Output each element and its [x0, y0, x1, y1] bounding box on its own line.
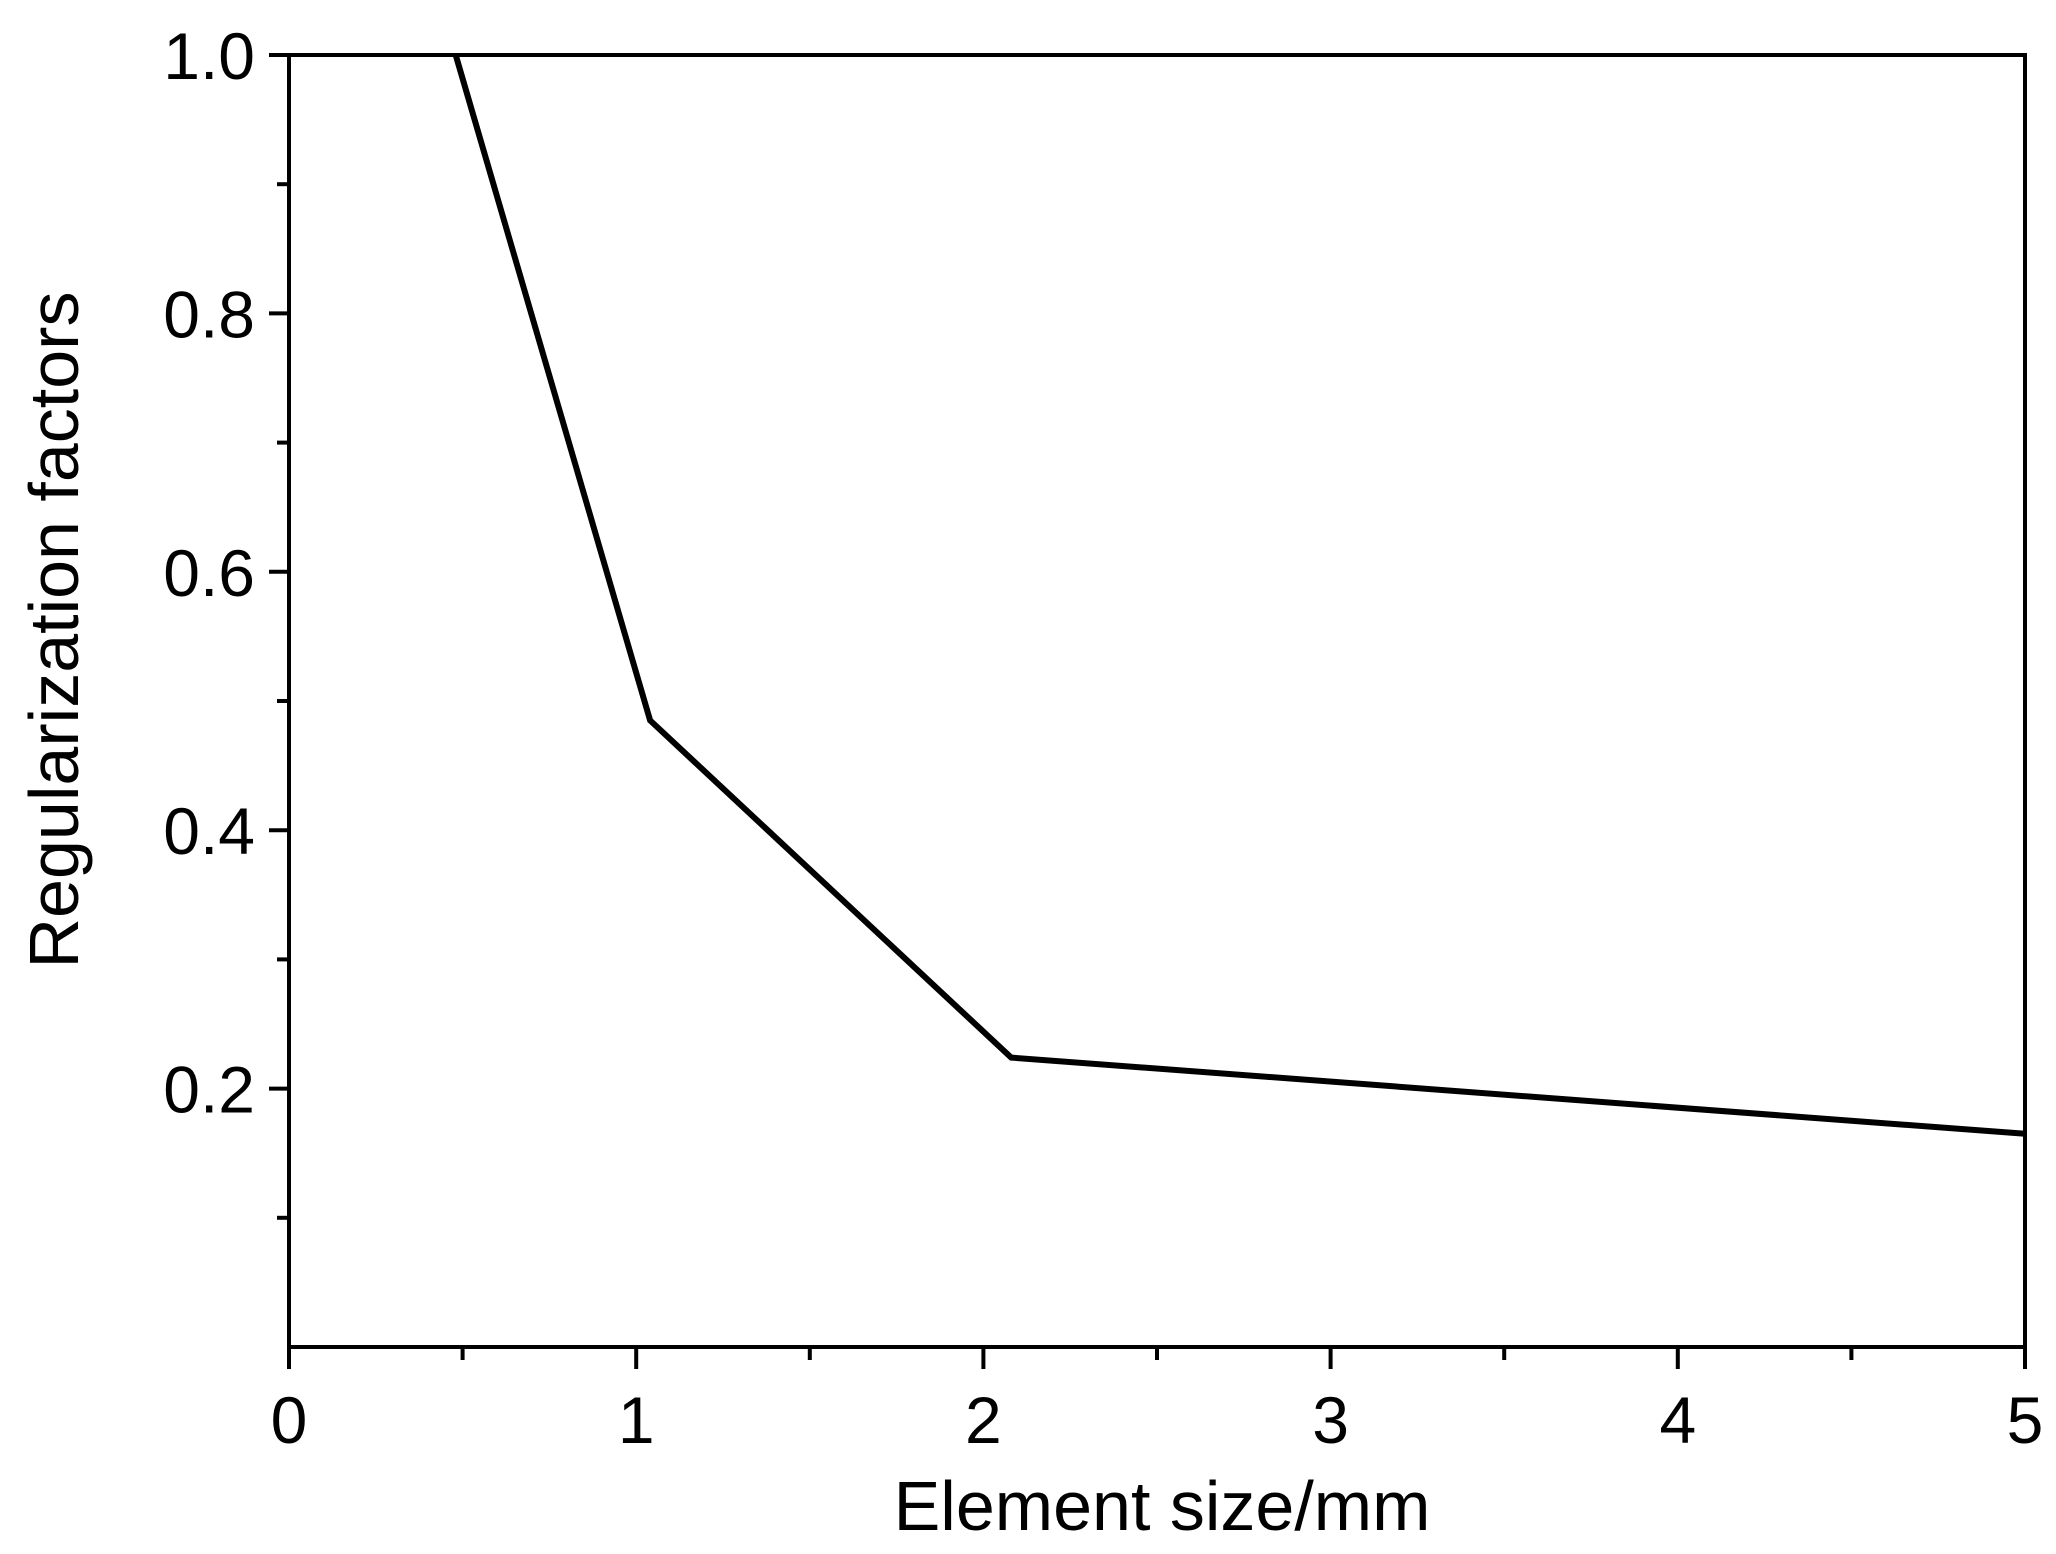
x-tick-label: 0 — [271, 1383, 308, 1457]
x-tick-label: 1 — [618, 1383, 655, 1457]
x-tick-label: 2 — [965, 1383, 1002, 1457]
y-tick-label: 0.2 — [163, 1053, 255, 1127]
tick-labels: 0 1 2 3 4 5 0.2 0.4 0.6 0.8 1.0 — [163, 19, 2043, 1457]
y-axis-title: Regularization factors — [15, 292, 93, 969]
plot-frame — [287, 53, 2027, 1349]
y-tick-label: 0.6 — [163, 536, 255, 610]
y-tick-label: 0.8 — [163, 277, 255, 351]
x-tick-label: 3 — [1312, 1383, 1349, 1457]
x-tick-label: 4 — [1659, 1383, 1696, 1457]
series-line — [452, 54, 2026, 1137]
x-axis-title: Element size/mm — [894, 1467, 1431, 1545]
axis-ticks — [269, 53, 2027, 1369]
x-tick-label: 5 — [2007, 1383, 2044, 1457]
y-tick-label: 0.4 — [163, 794, 255, 868]
y-tick-label: 1.0 — [163, 19, 255, 93]
plot-area — [287, 53, 2027, 1349]
